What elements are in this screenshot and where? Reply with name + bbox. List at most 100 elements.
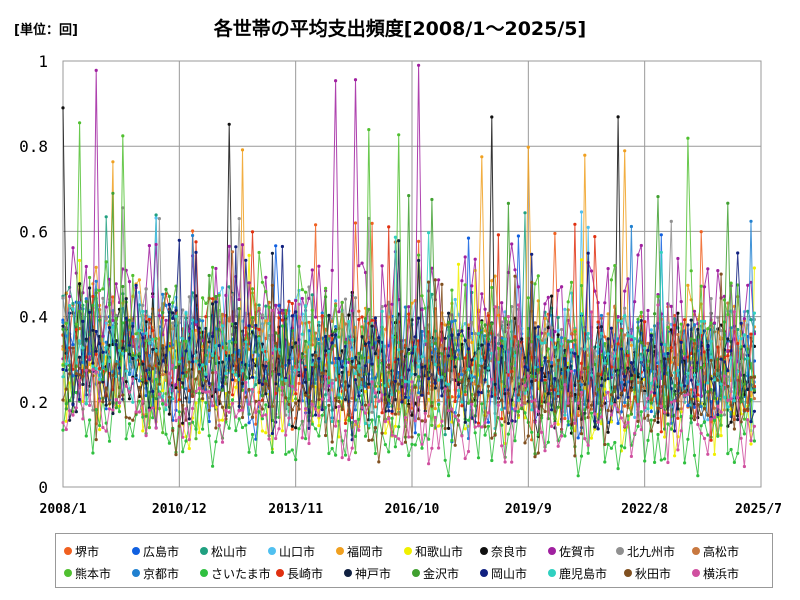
data-point <box>709 339 713 343</box>
data-point <box>257 410 261 414</box>
data-point <box>526 374 530 378</box>
data-point <box>397 133 401 137</box>
data-point <box>673 323 677 327</box>
data-point <box>609 402 614 406</box>
legend-item: 熊本市 <box>64 565 132 582</box>
data-point <box>240 243 245 247</box>
data-point <box>400 400 404 404</box>
data-point <box>234 385 238 389</box>
data-point <box>224 371 228 376</box>
data-point <box>220 312 225 316</box>
data-point <box>304 304 308 308</box>
data-point <box>204 315 208 319</box>
data-point <box>490 115 494 119</box>
data-point <box>164 287 168 291</box>
data-point <box>363 434 368 438</box>
data-point <box>629 388 634 392</box>
data-point <box>533 398 537 402</box>
data-point <box>117 366 122 370</box>
data-point <box>470 378 474 382</box>
data-point <box>433 278 437 282</box>
data-point <box>290 314 294 318</box>
data-point <box>669 387 673 391</box>
data-point <box>460 380 464 384</box>
data-point <box>722 395 727 399</box>
data-point <box>646 348 650 352</box>
data-point <box>486 311 490 315</box>
data-point <box>739 321 743 325</box>
data-point <box>201 378 205 382</box>
data-point <box>191 318 195 322</box>
data-point <box>353 372 358 376</box>
data-point <box>433 386 437 390</box>
data-point <box>540 378 544 382</box>
data-point <box>307 285 311 289</box>
data-point <box>616 342 620 346</box>
data-point <box>736 451 740 455</box>
data-point <box>167 395 171 399</box>
data-point <box>543 316 547 321</box>
data-point <box>443 387 447 391</box>
data-point <box>413 385 417 389</box>
data-point <box>633 374 637 378</box>
data-point <box>443 323 447 327</box>
data-point <box>230 393 235 397</box>
data-point <box>184 407 188 411</box>
data-point <box>659 458 663 462</box>
data-point <box>307 441 311 446</box>
data-point <box>423 433 427 437</box>
data-point <box>270 283 274 287</box>
data-point <box>437 424 441 428</box>
data-point <box>377 387 381 391</box>
legend-item: 佐賀市 <box>548 543 616 560</box>
data-point <box>314 385 318 389</box>
data-point <box>443 458 447 462</box>
legend-swatch-icon <box>548 547 556 555</box>
data-point <box>626 277 630 281</box>
data-point <box>247 421 251 425</box>
data-point <box>546 322 550 326</box>
data-point <box>706 381 710 385</box>
data-point <box>533 321 537 325</box>
data-point <box>270 308 274 313</box>
data-point <box>490 285 494 290</box>
data-point <box>107 402 112 406</box>
data-point <box>220 405 225 409</box>
data-point <box>201 389 205 393</box>
data-point <box>297 407 301 411</box>
data-point <box>94 349 98 353</box>
data-point <box>207 273 211 278</box>
unit-label: [単位：回] <box>14 23 78 38</box>
legend-swatch-icon <box>344 569 352 577</box>
data-point <box>353 221 358 225</box>
data-point <box>470 320 474 324</box>
data-point <box>483 421 487 425</box>
data-point <box>114 282 118 286</box>
data-point <box>71 403 75 407</box>
legend-swatch-icon <box>132 547 140 555</box>
data-point <box>719 434 723 438</box>
data-point <box>706 267 710 271</box>
data-point <box>171 316 175 320</box>
data-point <box>417 258 421 263</box>
data-point <box>427 462 431 466</box>
data-point <box>274 244 278 248</box>
legend-item: 横浜市 <box>692 565 760 582</box>
data-point <box>463 370 467 374</box>
data-point <box>151 389 155 394</box>
data-point <box>194 250 198 254</box>
data-point <box>207 359 211 364</box>
legend-swatch-icon <box>480 547 488 555</box>
data-point <box>297 368 301 372</box>
data-point <box>669 373 673 377</box>
data-point <box>300 355 304 359</box>
data-point <box>526 296 530 300</box>
data-point <box>456 378 461 382</box>
data-point <box>683 461 687 465</box>
data-point <box>294 341 298 345</box>
data-point <box>576 436 580 440</box>
data-point <box>367 438 371 442</box>
data-point <box>663 457 667 461</box>
data-point <box>81 319 85 323</box>
chart-title: 各世帯の平均支出頻度[2008/1～2025/5] <box>213 18 587 40</box>
